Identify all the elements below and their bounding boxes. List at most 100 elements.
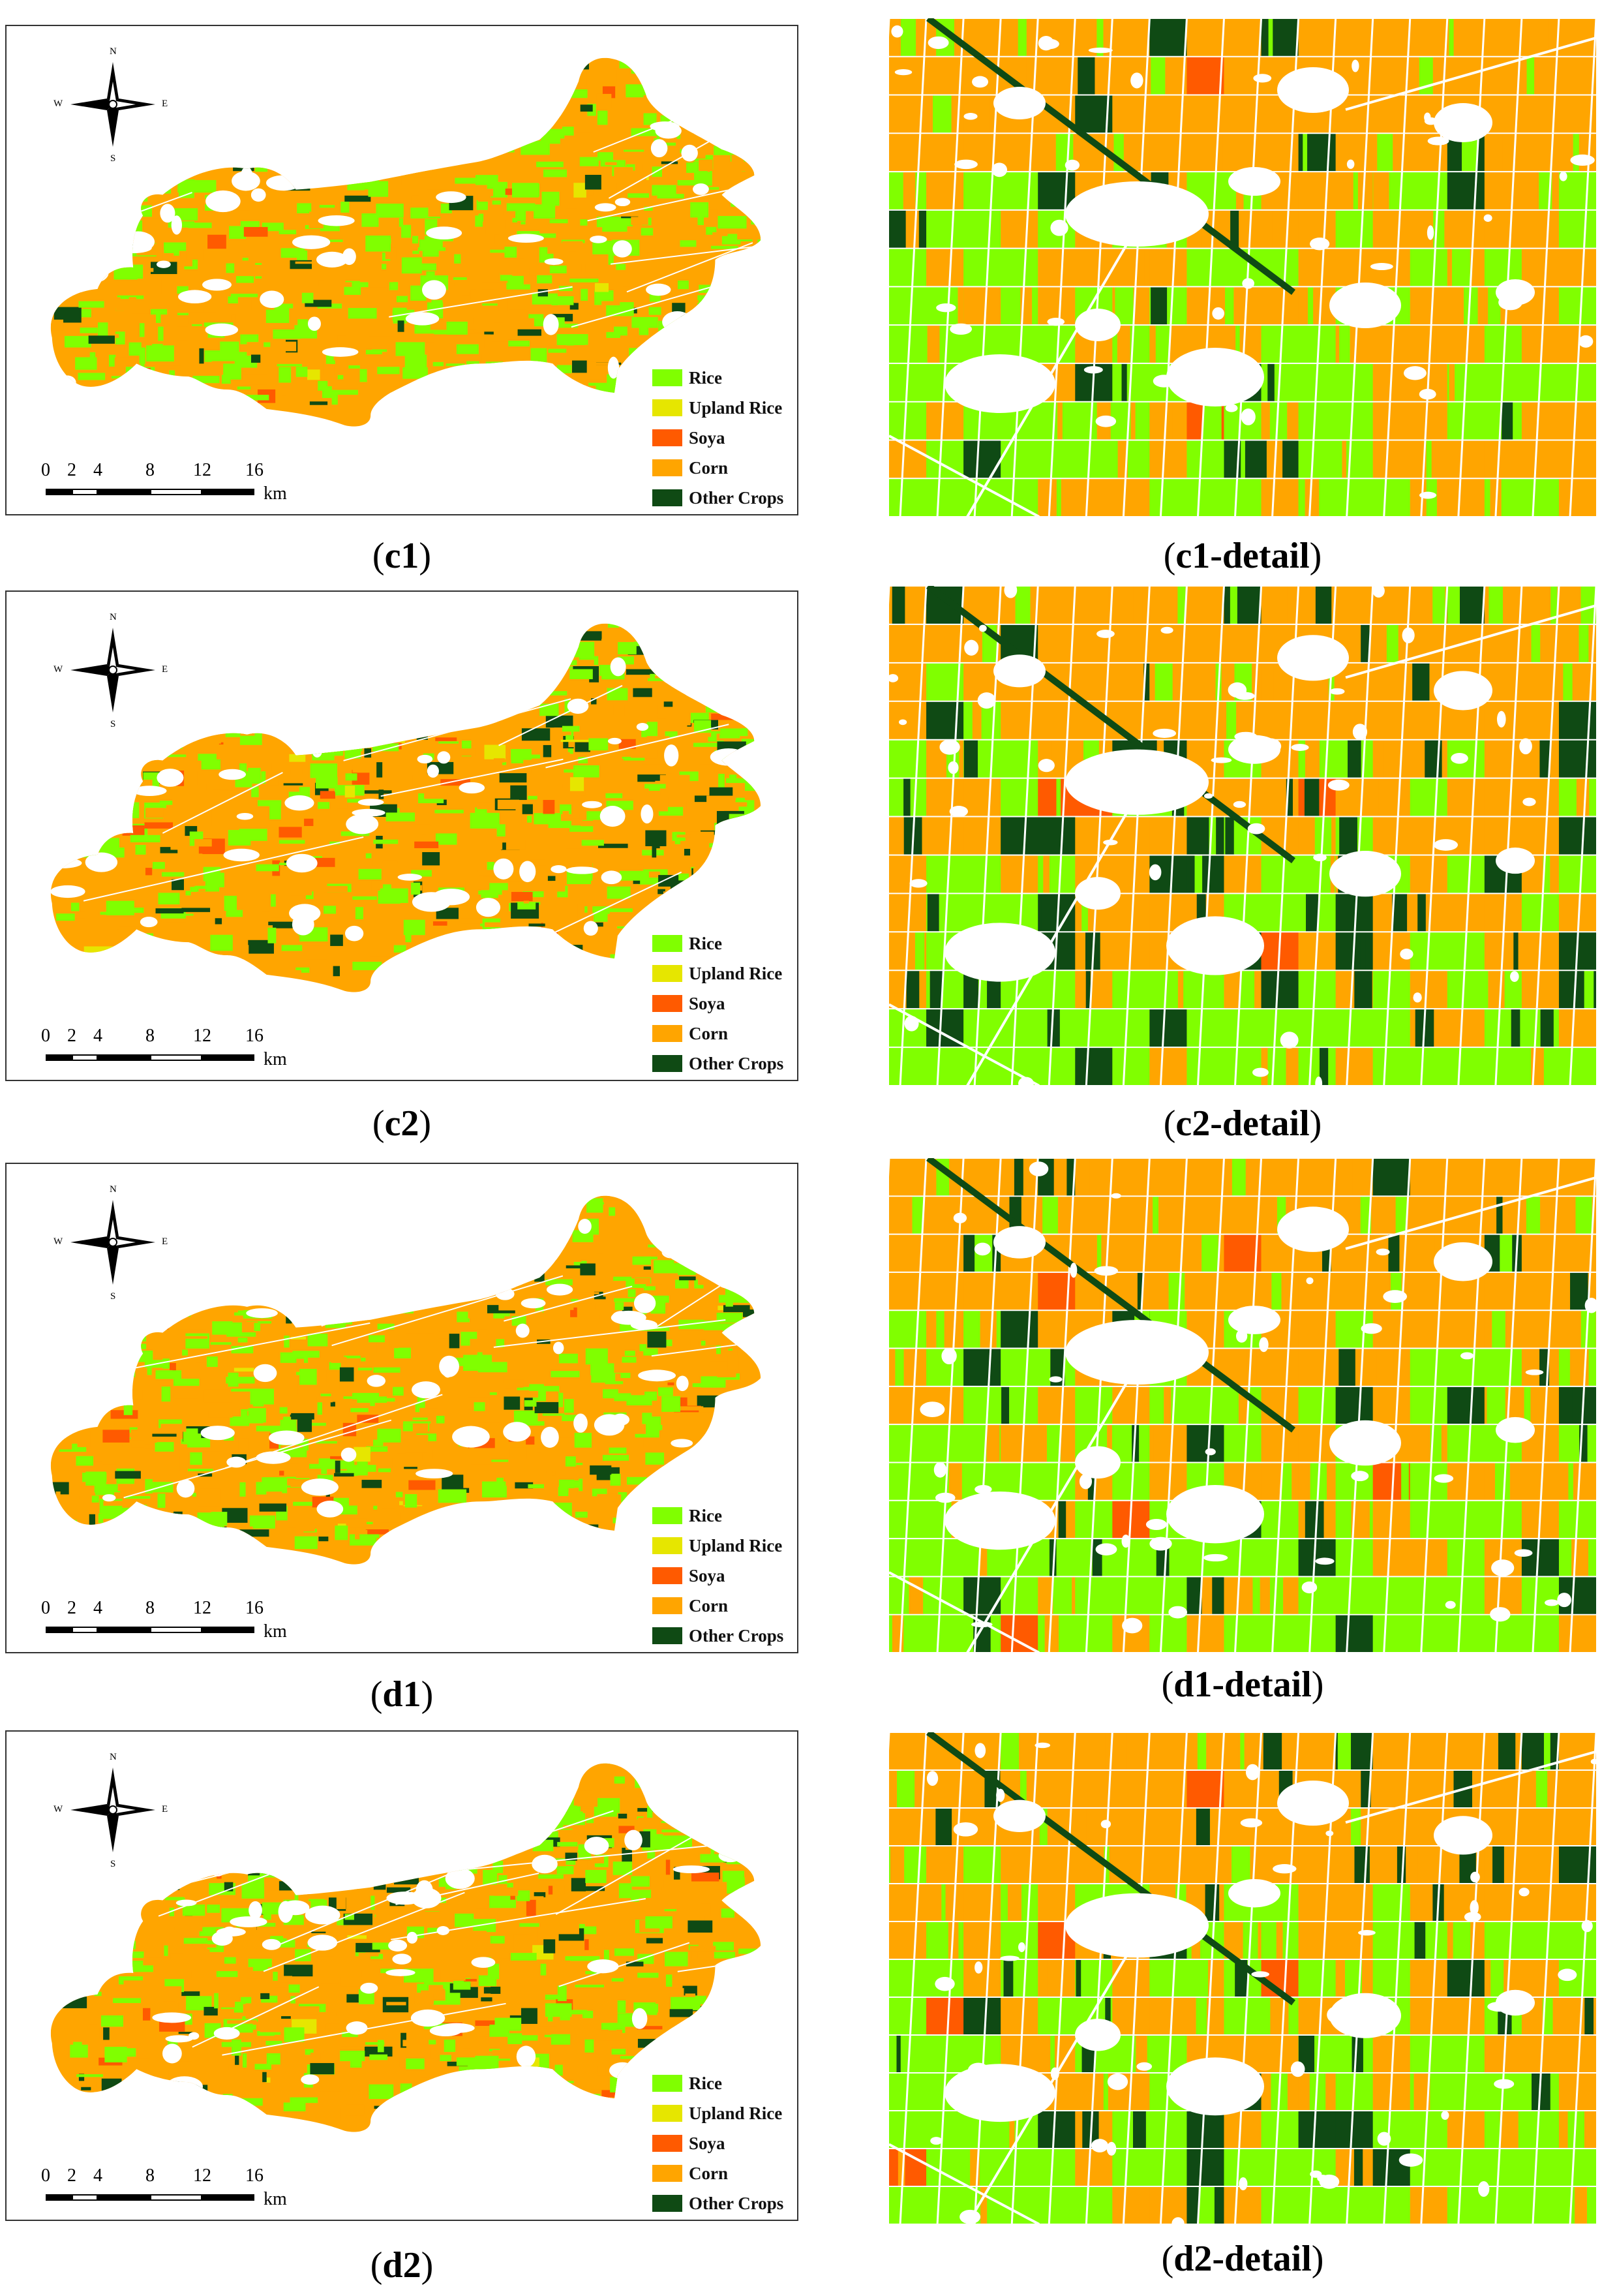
legend-label: Soya <box>689 428 725 448</box>
scale-tick-label: 16 <box>245 2166 264 2186</box>
legend-swatch <box>652 1055 682 1072</box>
detail-map-c2 <box>889 586 1596 1086</box>
scale-tick-label: 2 <box>67 2166 76 2186</box>
detail-fields-d1 <box>889 1158 1596 1653</box>
scale-tick-label: 12 <box>193 2166 211 2186</box>
scale-segment <box>150 1054 202 1061</box>
legend-label: Other Crops <box>689 1626 784 1645</box>
legend-label: Rice <box>689 1506 722 1525</box>
legend-label: Soya <box>689 994 725 1013</box>
scale-tick-label: 0 <box>41 1598 50 1618</box>
scale-segment <box>46 1627 72 1633</box>
overview-map-c1 <box>50 57 761 427</box>
scale-unit: km <box>264 2189 287 2209</box>
compass-label-e: E <box>162 1804 168 1814</box>
scale-tick-label: 12 <box>193 460 211 480</box>
scale-tick-label: 2 <box>67 460 76 480</box>
legend-swatch <box>652 2135 682 2152</box>
map-panel-d1: Rice Upland Rice Soya Corn Other Crops 0 2 4 8 12… <box>5 1163 798 1653</box>
compass-label-w: W <box>53 99 63 109</box>
detail-fields-c2 <box>889 586 1596 1086</box>
scale-tick-label: 12 <box>193 1026 211 1046</box>
scale-segment <box>202 1054 254 1061</box>
compass-label-s: S <box>110 153 116 164</box>
legend-swatch <box>652 2195 682 2212</box>
legend-swatch <box>652 2165 682 2182</box>
scale-tick-label: 0 <box>41 1026 50 1046</box>
legend-swatch <box>652 459 682 476</box>
legend-label: Rice <box>689 368 722 388</box>
scale-tick-label: 8 <box>145 1598 155 1618</box>
caption-c1-detail: (c1-detail) <box>1163 536 1322 576</box>
scale-segment <box>98 1627 150 1633</box>
north-arrow-icon: N S W E <box>53 46 168 164</box>
scale-unit: km <box>264 1049 287 1069</box>
scale-segment <box>202 2194 254 2201</box>
map-panel-c2: Rice Upland Rice Soya Corn Other Crops 0 2 4 8 12… <box>5 590 798 1081</box>
scale-segment <box>202 489 254 495</box>
compass-label-w: W <box>53 664 63 675</box>
legend-label: Upland Rice <box>689 964 783 983</box>
detail-map-d2 <box>889 1732 1596 2224</box>
legend-label: Corn <box>689 2164 728 2183</box>
scale-segment <box>150 2194 202 2201</box>
legend-label: Corn <box>689 1596 728 1615</box>
legend-swatch <box>652 429 682 446</box>
scale-tick-label: 2 <box>67 1026 76 1046</box>
legend-label: Other Crops <box>689 488 784 508</box>
scale-segment <box>72 1627 98 1633</box>
scale-bar: 0 2 4 8 12 16 km <box>41 1026 320 1069</box>
legend-label: Soya <box>689 1566 725 1585</box>
caption-d2: (d2) <box>370 2245 434 2286</box>
scale-tick-label: 8 <box>145 460 155 480</box>
scale-bar: 0 2 4 8 12 16 km <box>41 460 320 504</box>
compass-label-w: W <box>53 1804 63 1814</box>
legend-swatch <box>652 1597 682 1614</box>
detail-map-c1 <box>889 18 1596 517</box>
scale-segment <box>202 1627 254 1633</box>
legend-label: Other Crops <box>689 1054 784 1073</box>
compass-label-n: N <box>110 1184 117 1195</box>
scale-tick-label: 16 <box>245 1598 264 1618</box>
compass-label-w: W <box>53 1236 63 1247</box>
overview-map-d1 <box>50 1195 761 1565</box>
map-panel-d2: Rice Upland Rice Soya Corn Other Crops 0 2 4 8 12… <box>5 1730 798 2221</box>
compass-label-s: S <box>110 1291 116 1302</box>
scale-tick-label: 4 <box>93 460 102 480</box>
caption-c2-detail: (c2-detail) <box>1163 1103 1322 1144</box>
overview-map-c2 <box>50 623 761 992</box>
legend-swatch <box>652 965 682 982</box>
scale-segment <box>98 2194 150 2201</box>
scale-tick-label: 4 <box>93 1026 102 1046</box>
scale-tick-label: 16 <box>245 460 264 480</box>
scale-segment <box>72 2194 98 2201</box>
scale-tick-label: 4 <box>93 1598 102 1618</box>
scale-segment <box>46 1054 72 1061</box>
legend-swatch <box>652 1627 682 1644</box>
scale-segment <box>150 1627 202 1633</box>
caption-c2: (c2) <box>372 1103 432 1144</box>
legend-swatch <box>652 935 682 952</box>
legend-label: Rice <box>689 2074 722 2093</box>
north-arrow-icon: N S W E <box>53 1184 168 1302</box>
scale-segment <box>98 489 150 495</box>
scale-segment <box>72 489 98 495</box>
scale-segment <box>98 1054 150 1061</box>
caption-d1: (d1) <box>370 1674 434 1715</box>
legend-label: Upland Rice <box>689 2104 783 2123</box>
scale-segment <box>46 489 72 495</box>
compass-label-e: E <box>162 664 168 675</box>
legend-swatch <box>652 399 682 416</box>
scale-bar: 0 2 4 8 12 16 km <box>41 1598 320 1642</box>
scale-tick-label: 4 <box>93 2166 102 2186</box>
scale-bar: 0 2 4 8 12 16 km <box>41 2166 320 2209</box>
scale-unit: km <box>264 1621 287 1642</box>
legend-swatch <box>652 1567 682 1584</box>
caption-c1: (c1) <box>372 536 432 576</box>
detail-fields-c1 <box>889 18 1596 517</box>
compass-label-n: N <box>110 46 117 57</box>
legend-label: Upland Rice <box>689 398 783 418</box>
north-arrow-icon: N S W E <box>53 1752 168 1869</box>
scale-tick-label: 8 <box>145 1026 155 1046</box>
legend-swatch <box>652 369 682 386</box>
